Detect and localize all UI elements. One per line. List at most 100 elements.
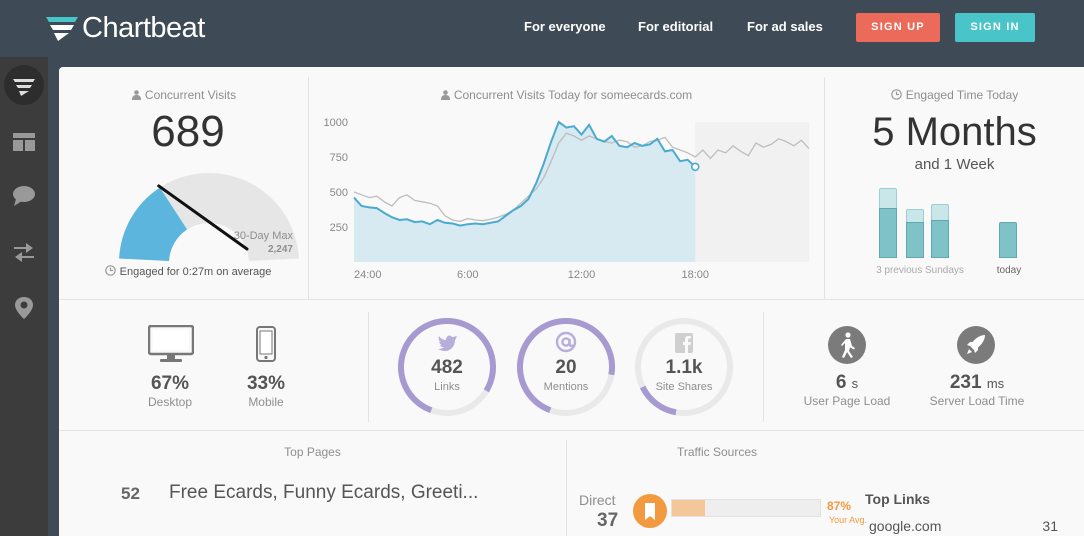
x-tick-label: 12:00 [568,269,596,281]
clock-icon [890,89,902,100]
person-icon [131,90,141,100]
engaged-average-text: Engaged for 0:27m on average [119,266,272,278]
sidebar-item-transfer[interactable] [0,224,48,280]
mobile-value: 33% [246,373,286,394]
engaged-time-title: Engaged Time Today [825,88,1084,102]
server-load-unit: ms [986,376,1005,391]
social-ring [517,318,615,416]
social-ring [635,318,733,416]
server-load-number: 231 [949,372,982,393]
signin-button[interactable]: SIGN IN [955,13,1035,42]
concurrent-visits-title-text: Concurrent Visits [144,88,237,102]
concurrent-visits-title: Concurrent Visits [59,88,309,102]
sidebar-item-comments[interactable] [0,168,48,224]
desktop-value: 67% [150,373,190,394]
sidebar-item-dashboard[interactable] [0,114,48,170]
top-page-row[interactable]: 52 Free Ecards, Funny Ecards, Greeti... [59,472,566,516]
user-load-number: 6 [835,372,847,393]
concurrent-today-chart: 1000 750 500 250 24:00 6:00 12:00 18:00 [324,117,810,281]
dashboard-panel: Concurrent Visits 689 30-Day Max 2,247 E… [59,67,1084,536]
mobile-icon [256,326,276,362]
map-pin-icon [15,297,33,319]
today-chart-title-text: Concurrent Visits Today for someecards.c… [453,88,693,102]
engaged-bar-today [999,221,1017,258]
divider [59,299,1084,300]
clock-icon [104,265,116,276]
engaged-time-title-text: Engaged Time Today [905,88,1019,102]
divider [763,312,764,422]
brand-logo[interactable]: Chartbeat [44,10,205,46]
nav-for-ad-sales[interactable]: For ad sales [747,19,823,34]
engaged-average: Engaged for 0:27m on average [59,265,317,278]
today-chart-title: Concurrent Visits Today for someecards.c… [309,88,824,102]
rocket-icon [957,326,995,364]
dashboard-layout-icon [13,133,35,151]
gauge-needle [157,184,249,251]
chat-bubble-icon [13,186,35,206]
top-navigation: Chartbeat For everyone For editorial For… [0,0,1084,57]
concurrent-visits-value: 689 [151,107,225,156]
top-links-title: Top Links [865,491,931,507]
left-sidebar [0,57,48,536]
nav-for-everyone[interactable]: For everyone [524,19,606,34]
direct-bar-track [671,499,821,517]
social-value: 20 [555,357,577,378]
direct-value: 37 [597,510,619,531]
today-area [354,122,696,262]
social-value: 482 [431,357,463,378]
max-label: 30-Day Max [233,230,293,242]
engaged-bar-fill [931,219,949,258]
person-icon [440,90,450,100]
y-tick-label: 1000 [324,117,348,129]
y-tick-label: 750 [330,152,348,164]
divider [308,77,309,299]
ring-progress [398,318,496,416]
y-tick-label: 250 [330,222,348,234]
top-link-row[interactable]: google.com 31 [865,518,1070,536]
direct-percent-sub: Your Avg. [828,515,867,525]
divider [824,77,825,299]
social-ring [398,318,496,416]
ring-progress [635,318,733,416]
engaged-bar-previous [906,209,924,258]
social-value: 1.1k [665,357,703,378]
sidebar-item-map[interactable] [0,280,48,336]
ring-track [635,318,733,416]
previous-sundays-label: 3 previous Sundays [876,265,964,276]
signup-button[interactable]: SIGN UP [856,13,940,42]
divider [566,440,567,536]
top-page-count: 52 [121,484,140,503]
top-link-site[interactable]: google.com [869,518,942,534]
engaged-time-sub: and 1 Week [914,156,995,173]
engaged-bar-previous [879,188,897,258]
brand-name: Chartbeat [82,11,205,44]
social-label: Site Shares [655,381,713,393]
ring-progress [517,318,615,416]
twitter-bird-icon [438,335,457,351]
mobile-label: Mobile [248,395,284,409]
gauge-fill [119,187,188,262]
server-load-value: 231 ms [917,372,1037,394]
direct-bar-fill [672,500,705,516]
engaged-time-value: 5 Months [872,110,1037,154]
concurrent-gauge [119,172,299,262]
engaged-bar-previous [931,204,949,258]
engaged-bar-fill [906,221,924,258]
nav-for-editorial[interactable]: For editorial [638,19,714,34]
engaged-bars [869,182,1039,258]
transfer-arrows-icon [14,243,34,262]
divider [59,430,1084,431]
desktop-icon [148,325,194,362]
max-value: 2,247 [267,244,293,255]
x-tick-label: 24:00 [354,269,382,281]
divider [368,312,369,422]
server-load-label: Server Load Time [929,394,1025,408]
user-page-load-label: User Page Load [803,394,891,408]
chartbeat-logo-icon [13,79,35,96]
top-link-count: 31 [1042,518,1058,534]
previous-line [353,132,810,223]
sidebar-item-home[interactable] [0,59,48,115]
desktop-label: Desktop [147,395,193,409]
top-page-title[interactable]: Free Ecards, Funny Ecards, Greeti... [169,482,479,503]
engaged-bar-fill [879,207,897,258]
